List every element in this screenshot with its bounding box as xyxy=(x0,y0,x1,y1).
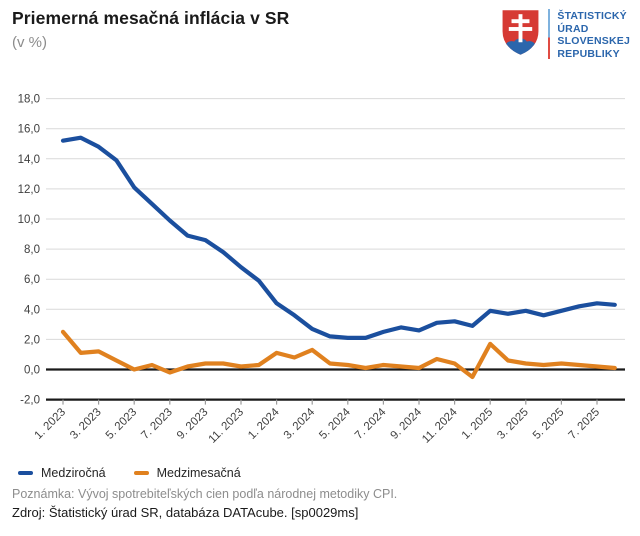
chart-header: Priemerná mesačná inflácia v SR (v %) xyxy=(12,8,289,51)
series-line-medziročná xyxy=(60,135,617,340)
x-tick-label: 1. 2024 xyxy=(246,406,282,442)
x-tick-label: 7. 2024 xyxy=(353,406,389,442)
x-tick-label: 5. 2023 xyxy=(104,406,140,442)
x-tick-label: 1. 2025 xyxy=(460,406,496,442)
y-tick-label: 14,0 xyxy=(18,154,40,166)
y-tick-label: 16,0 xyxy=(18,124,40,136)
logo-text-line: REPUBLIKY xyxy=(557,47,620,60)
legend-swatch xyxy=(18,471,33,475)
footnote: Poznámka: Vývoj spotrebiteľských cien po… xyxy=(12,487,398,501)
x-tick-label: 11. 2024 xyxy=(420,406,460,446)
x-tick-label: 3. 2025 xyxy=(495,406,531,442)
y-tick-label: 4,0 xyxy=(24,304,40,316)
logo-text: ŠTATISTICKÝ ÚRAD SLOVENSKEJ REPUBLIKY xyxy=(557,8,630,60)
y-tick-label: 8,0 xyxy=(24,244,40,256)
y-tick-label: 0,0 xyxy=(24,365,40,377)
logo-text-line: SLOVENSKEJ xyxy=(557,35,630,47)
legend-item: Medziročná xyxy=(18,466,106,480)
x-tick-label: 3. 2023 xyxy=(68,406,104,442)
x-tick-label: 3. 2024 xyxy=(282,406,318,442)
slovak-coat-of-arms-icon xyxy=(502,10,539,55)
legend-swatch xyxy=(133,471,149,475)
y-tick-label: 12,0 xyxy=(18,184,40,196)
x-tick-label: 7. 2023 xyxy=(139,406,175,442)
legend-label: Medzimesačná xyxy=(156,466,241,480)
chart-footer: Poznámka: Vývoj spotrebiteľských cien po… xyxy=(12,487,397,520)
y-tick-label: -2,0 xyxy=(20,395,40,407)
chart-legend: Medziročná Medzimesačná xyxy=(18,466,269,480)
susr-logo: ŠTATISTICKÝ ÚRAD SLOVENSKEJ REPUBLIKY xyxy=(501,8,630,60)
source-note: Zdroj: Štatistický úrad SR, databáza DAT… xyxy=(12,505,359,520)
y-tick-label: 2,0 xyxy=(24,334,40,346)
legend-item: Medzimesačná xyxy=(133,466,241,480)
x-tick-label: 11. 2023 xyxy=(207,406,247,446)
legend-label: Medziročná xyxy=(41,466,106,480)
series-line-medzimesačná xyxy=(60,329,617,380)
chart-subtitle: (v %) xyxy=(12,34,47,51)
x-tick-label: 9. 2024 xyxy=(389,406,425,442)
chart-title: Priemerná mesačná inflácia v SR xyxy=(12,8,290,28)
inflation-line-chart: 18,016,014,012,010,08,06,04,02,00,0-2,01… xyxy=(18,94,625,446)
x-tick-label: 5. 2025 xyxy=(531,406,567,442)
y-tick-label: 10,0 xyxy=(18,214,40,226)
x-tick-label: 5. 2024 xyxy=(317,406,353,442)
x-tick-label: 7. 2025 xyxy=(567,406,603,442)
logo-divider xyxy=(548,9,551,59)
x-tick-label: 9. 2023 xyxy=(175,406,211,442)
y-tick-label: 18,0 xyxy=(18,94,40,106)
logo-text-line: ŠTATISTICKÝ xyxy=(557,10,627,22)
y-tick-label: 6,0 xyxy=(24,274,40,286)
logo-text-line: ÚRAD xyxy=(557,22,589,35)
x-tick-label: 1. 2023 xyxy=(33,406,69,442)
